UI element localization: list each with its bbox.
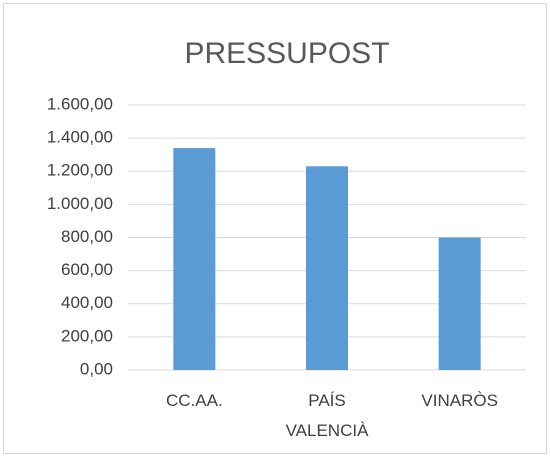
bar: [438, 237, 481, 370]
y-tick-label: 400,00: [61, 293, 113, 312]
bar: [173, 148, 216, 370]
x-tick-label: CC.AA.: [165, 391, 223, 410]
chart-title: PRESSUPOST: [184, 37, 389, 70]
y-tick-label: 800,00: [61, 227, 113, 246]
bar: [306, 166, 348, 370]
y-tick-label: 1.400,00: [47, 128, 113, 147]
x-tick-label: VINARÒS: [421, 391, 498, 410]
y-tick-label: 1.600,00: [47, 94, 113, 113]
y-tick-label: 600,00: [61, 260, 113, 279]
y-tick-label: 200,00: [61, 326, 113, 345]
y-tick-label: 1.000,00: [47, 194, 113, 213]
y-tick-label: 1.200,00: [47, 161, 113, 180]
x-tick-label: PAÍS VALENCIÀ: [285, 391, 369, 440]
chart-border: [3, 3, 547, 454]
y-tick-label: 0,00: [80, 359, 113, 378]
